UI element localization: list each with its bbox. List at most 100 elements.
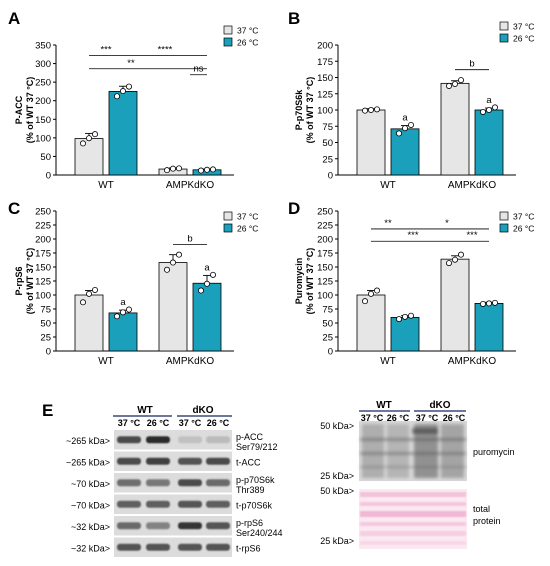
data-point: [491, 104, 498, 111]
data-point: [114, 93, 121, 100]
y-tick-label: 250: [35, 78, 51, 89]
blot-left-group-dko: dKO: [192, 405, 213, 416]
data-point: [401, 125, 408, 132]
blot-band: [178, 522, 202, 530]
blot-band: [178, 500, 202, 508]
marker-top-25kda: 25 kDa>: [320, 471, 354, 481]
y-tick-label: 75: [40, 305, 51, 316]
significance-label: **: [384, 218, 392, 229]
blot-band: [146, 543, 170, 551]
data-point: [209, 271, 216, 278]
y-tick-label: 200: [317, 235, 333, 246]
blot-band: [117, 500, 141, 508]
data-point: [120, 309, 127, 316]
x-category-label: WT: [98, 180, 114, 191]
y-tick-label: 225: [317, 221, 333, 232]
blot-right-lane-2: 26 °C: [387, 413, 410, 423]
blot-band: [178, 436, 202, 444]
blot-band: [117, 436, 141, 444]
data-point: [197, 167, 204, 174]
y-tick-label: 75: [322, 305, 333, 316]
blot-bands: [117, 522, 230, 530]
y-tick-label: 100: [317, 291, 333, 302]
data-point: [373, 287, 380, 294]
y-axis-label-line1: P-rpS6: [14, 266, 24, 295]
blot-label: p-rpS6: [236, 518, 263, 528]
y-tick-label: 200: [35, 235, 51, 246]
data-point: [367, 107, 374, 114]
significance-label: ****: [158, 44, 173, 55]
blot-bands: [117, 457, 230, 465]
blot-band: [206, 522, 230, 530]
blot-band: [117, 479, 141, 487]
label-puromycin: puromycin: [473, 447, 515, 457]
data-point: [169, 165, 176, 172]
data-point: [457, 251, 464, 258]
bar-ampkdko-37c: [158, 262, 188, 352]
y-tick-label: 100: [317, 106, 333, 117]
bar-wt-37c: [74, 294, 104, 352]
bar-mark: a: [402, 113, 408, 124]
blot-left: WT dKO 37 °C 26 °C 37 °C 26 °C ~265 kDa>…: [66, 405, 283, 557]
data-point: [367, 290, 374, 297]
y-tick-label: 250: [35, 207, 51, 218]
legend-swatch-37c: [223, 211, 233, 221]
blot-bands: [117, 543, 230, 551]
blot-label: t-p70S6k: [236, 500, 273, 510]
y-axis-label-line2: (% of WT 37 °C): [305, 77, 315, 144]
blot-band: [146, 457, 170, 465]
blot-right-lane-1: 37 °C: [361, 413, 384, 423]
blot-left-group-wt: WT: [137, 405, 153, 416]
blot-label: p-ACC: [236, 432, 264, 442]
legend-swatch-26c: [499, 33, 509, 43]
y-tick-label: 0: [328, 171, 333, 182]
chart-c: 0 25 50 75 100 125 150 175 200 225 250 P-rpS6 (% of …: [14, 207, 258, 368]
blot-band: [206, 457, 230, 465]
data-point: [457, 77, 464, 84]
legend-label-26c: 26 °C: [513, 224, 534, 234]
blot-marker: ~32 kDa>: [71, 543, 110, 553]
blot-label-site: Ser240/244: [236, 528, 283, 538]
blot-band: [206, 479, 230, 487]
blot-right: WT dKO 37 °C 26 °C 37 °C 26 °C 50 kDa> 2…: [320, 400, 515, 549]
y-tick-label: 200: [317, 41, 333, 52]
data-point: [92, 286, 99, 293]
blot-marker: ~70 kDa>: [71, 500, 110, 510]
data-point: [445, 260, 452, 267]
data-point: [361, 107, 368, 114]
y-tick-label: 150: [35, 263, 51, 274]
bar-ampkdko-37c: [440, 258, 470, 352]
y-tick-label: 250: [317, 207, 333, 218]
blot-band: [146, 500, 170, 508]
legend-label-37c: 37 °C: [237, 26, 258, 36]
y-tick-label: 75: [322, 122, 333, 133]
legend-label-37c: 37 °C: [237, 212, 258, 222]
data-point: [175, 165, 182, 172]
data-point: [451, 256, 458, 263]
bar-mark: a: [486, 95, 492, 106]
y-axis-label-line1: P-ACC: [14, 95, 24, 124]
y-tick-label: 0: [46, 171, 51, 182]
chart-d: 0 25 50 75 100 125 150 175 200 225 250 Puromycin (% …: [294, 207, 534, 368]
data-point: [203, 166, 210, 173]
y-tick-label: 0: [328, 347, 333, 358]
data-point: [80, 140, 87, 147]
y-axis-label-line2: (% of WT 37 °C): [25, 77, 35, 144]
data-point: [197, 287, 204, 294]
blot-band: [117, 543, 141, 551]
blot-right-lane-4: 26 °C: [443, 413, 466, 423]
blot-right-group-wt: WT: [376, 400, 392, 411]
y-tick-label: 50: [40, 319, 51, 330]
blot-strip: [114, 537, 232, 557]
legend-swatch-26c: [223, 223, 233, 233]
marker-bottom-25kda: 25 kDa>: [320, 536, 354, 546]
blot-right-group-dko: dKO: [429, 400, 450, 411]
blot-left-lane-2: 26 °C: [147, 418, 170, 428]
blot-label-site: Thr389: [236, 485, 265, 495]
bar-wt-26c: [390, 316, 420, 352]
panel-label-d: D: [288, 199, 300, 218]
bar-ampkdko-26c: [192, 282, 222, 352]
y-tick-label: 25: [322, 154, 333, 165]
